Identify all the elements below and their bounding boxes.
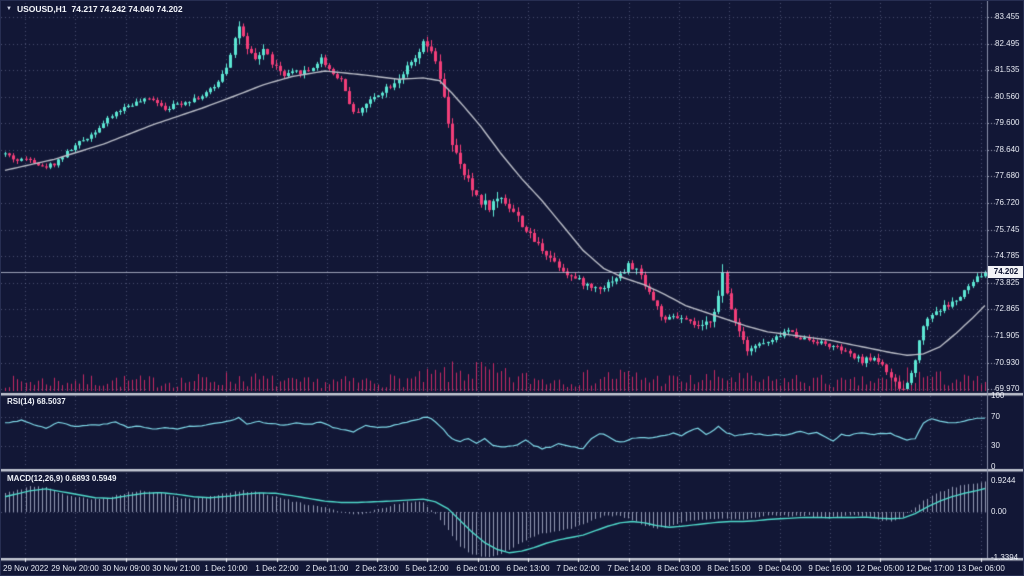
symbol-period-label: USOUSD,H1 [16,4,67,14]
time-axis[interactable] [1,560,1023,575]
symbol-title: ▼ USOUSD,H1 74.217 74.242 74.040 74.202 [6,4,183,14]
price-axis[interactable] [987,1,1023,558]
rsi-panel[interactable] [1,396,987,468]
macd-indicator-label: MACD(12,26,9) 0.6893 0.5949 [7,474,117,483]
rsi-indicator-label: RSI(14) 68.5037 [7,397,66,406]
chevron-down-icon[interactable]: ▼ [6,6,12,12]
macd-panel[interactable] [1,473,987,558]
current-price-badge: 74.202 [988,266,1023,278]
ohlc-readout: 74.217 74.242 74.040 74.202 [71,4,183,14]
main-price-panel[interactable] [1,1,987,393]
